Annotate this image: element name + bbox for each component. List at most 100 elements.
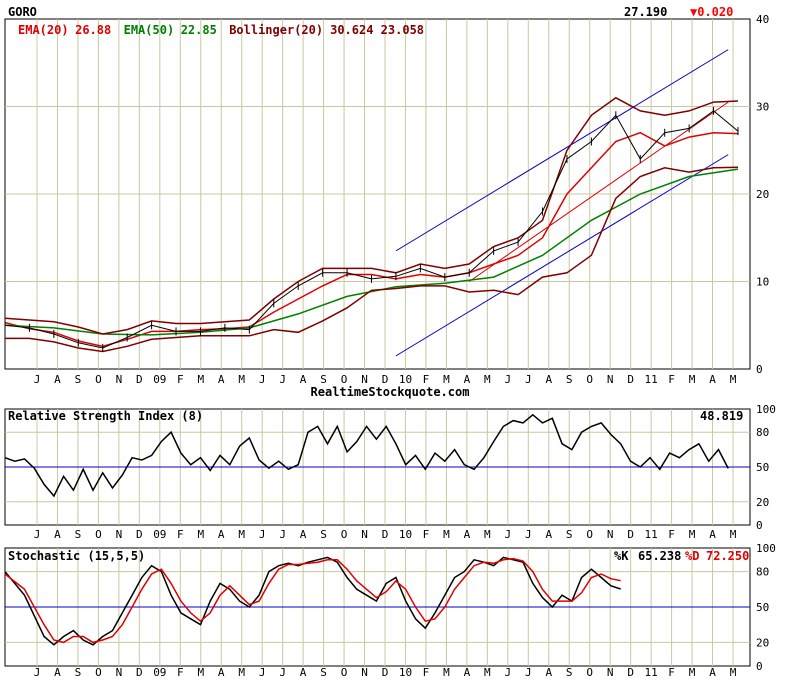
x-tick-label: 10 [399, 528, 412, 541]
x-tick-label: 11 [644, 528, 657, 541]
x-tick-label: M [238, 666, 245, 679]
x-tick-label: S [566, 666, 573, 679]
x-tick-label: A [545, 666, 552, 679]
x-tick-label: F [423, 666, 430, 679]
channel-center-line [468, 101, 729, 282]
legend-label: EMA(50) [124, 23, 175, 37]
x-tick-label: A [218, 528, 225, 541]
x-tick-label: A [300, 373, 307, 386]
x-tick-label: 10 [399, 666, 412, 679]
x-tick-label: M [689, 373, 696, 386]
x-tick-label: J [505, 666, 512, 679]
x-tick-label: S [566, 528, 573, 541]
x-tick-label: F [668, 528, 675, 541]
y-tick-label: 0 [756, 519, 763, 532]
x-tick-label: N [361, 666, 368, 679]
x-tick-label: F [177, 528, 184, 541]
y-tick-label: 80 [756, 566, 769, 579]
x-tick-label: S [320, 666, 327, 679]
y-tick-label: 20 [756, 636, 769, 649]
x-tick-label: M [689, 528, 696, 541]
x-tick-label: M [730, 528, 737, 541]
x-tick-label: N [116, 666, 123, 679]
x-tick-label: N [607, 373, 614, 386]
legend-value: 22.85 [181, 23, 217, 37]
x-tick-label: S [75, 528, 82, 541]
x-tick-label: D [627, 666, 634, 679]
x-tick-label: A [545, 528, 552, 541]
x-tick-label: M [484, 666, 491, 679]
y-tick-label: 50 [756, 461, 769, 474]
legend-label: EMA(20) [18, 23, 69, 37]
x-tick-label: J [505, 373, 512, 386]
x-tick-label: A [54, 373, 61, 386]
x-tick-label: F [668, 666, 675, 679]
x-tick-label: O [341, 528, 348, 541]
channel-upper-line [395, 49, 729, 252]
x-tick-label: J [34, 373, 41, 386]
x-tick-label: A [54, 528, 61, 541]
x-tick-label: M [197, 666, 204, 679]
y-tick-label: 100 [756, 542, 776, 555]
x-tick-label: F [668, 373, 675, 386]
x-tick-label: S [75, 666, 82, 679]
x-tick-label: A [218, 666, 225, 679]
x-tick-label: M [443, 373, 450, 386]
rsi-title: Relative Strength Index (8) [8, 409, 203, 423]
x-tick-label: D [136, 666, 143, 679]
x-tick-label: M [443, 666, 450, 679]
x-tick-label: J [259, 373, 266, 386]
x-tick-label: 09 [153, 373, 166, 386]
x-tick-label: J [259, 666, 266, 679]
x-tick-label: N [361, 373, 368, 386]
x-tick-label: A [54, 666, 61, 679]
x-tick-label: D [136, 373, 143, 386]
x-tick-label: F [423, 373, 430, 386]
x-tick-label: M [484, 373, 491, 386]
x-tick-label: N [607, 528, 614, 541]
stochastic-title: Stochastic (15,5,5) [8, 549, 145, 563]
x-tick-label: J [525, 528, 532, 541]
y-tick-label: 100 [756, 403, 776, 416]
last-price-label: 27.190 [624, 5, 667, 19]
x-tick-label: M [197, 528, 204, 541]
stochastic-k-label: %K [614, 549, 629, 563]
x-tick-label: 11 [644, 666, 657, 679]
x-tick-label: J [34, 528, 41, 541]
x-tick-label: D [382, 528, 389, 541]
x-tick-label: J [279, 373, 286, 386]
x-tick-label: D [627, 373, 634, 386]
stochastic-d-value: 72.250 [706, 549, 749, 563]
x-tick-label: M [484, 528, 491, 541]
x-tick-label: D [382, 666, 389, 679]
watermark-label: RealtimeStockquote.com [311, 385, 470, 399]
symbol-label: GORO [8, 5, 37, 19]
x-tick-label: A [464, 373, 471, 386]
x-tick-label: 11 [644, 373, 657, 386]
rsi-last-value: 48.819 [700, 409, 743, 423]
y-tick-label: 10 [756, 276, 769, 289]
series-layer [4, 49, 750, 646]
x-tick-label: M [197, 373, 204, 386]
y-tick-label: 0 [756, 660, 763, 673]
x-tick-label: O [586, 528, 593, 541]
y-tick-label: 20 [756, 496, 769, 509]
x-tick-label: A [709, 373, 716, 386]
x-tick-label: S [75, 373, 82, 386]
y-tick-label: 80 [756, 426, 769, 439]
x-tick-label: N [607, 666, 614, 679]
x-tick-label: D [382, 373, 389, 386]
x-tick-label: N [361, 528, 368, 541]
x-tick-label: F [177, 373, 184, 386]
x-tick-label: O [95, 528, 102, 541]
x-tick-label: O [341, 666, 348, 679]
x-tick-label: D [136, 528, 143, 541]
x-tick-label: J [279, 666, 286, 679]
series-line--d [4, 557, 621, 644]
x-tick-label: J [505, 528, 512, 541]
x-tick-label: J [34, 666, 41, 679]
x-tick-label: N [116, 373, 123, 386]
x-tick-label: M [730, 373, 737, 386]
